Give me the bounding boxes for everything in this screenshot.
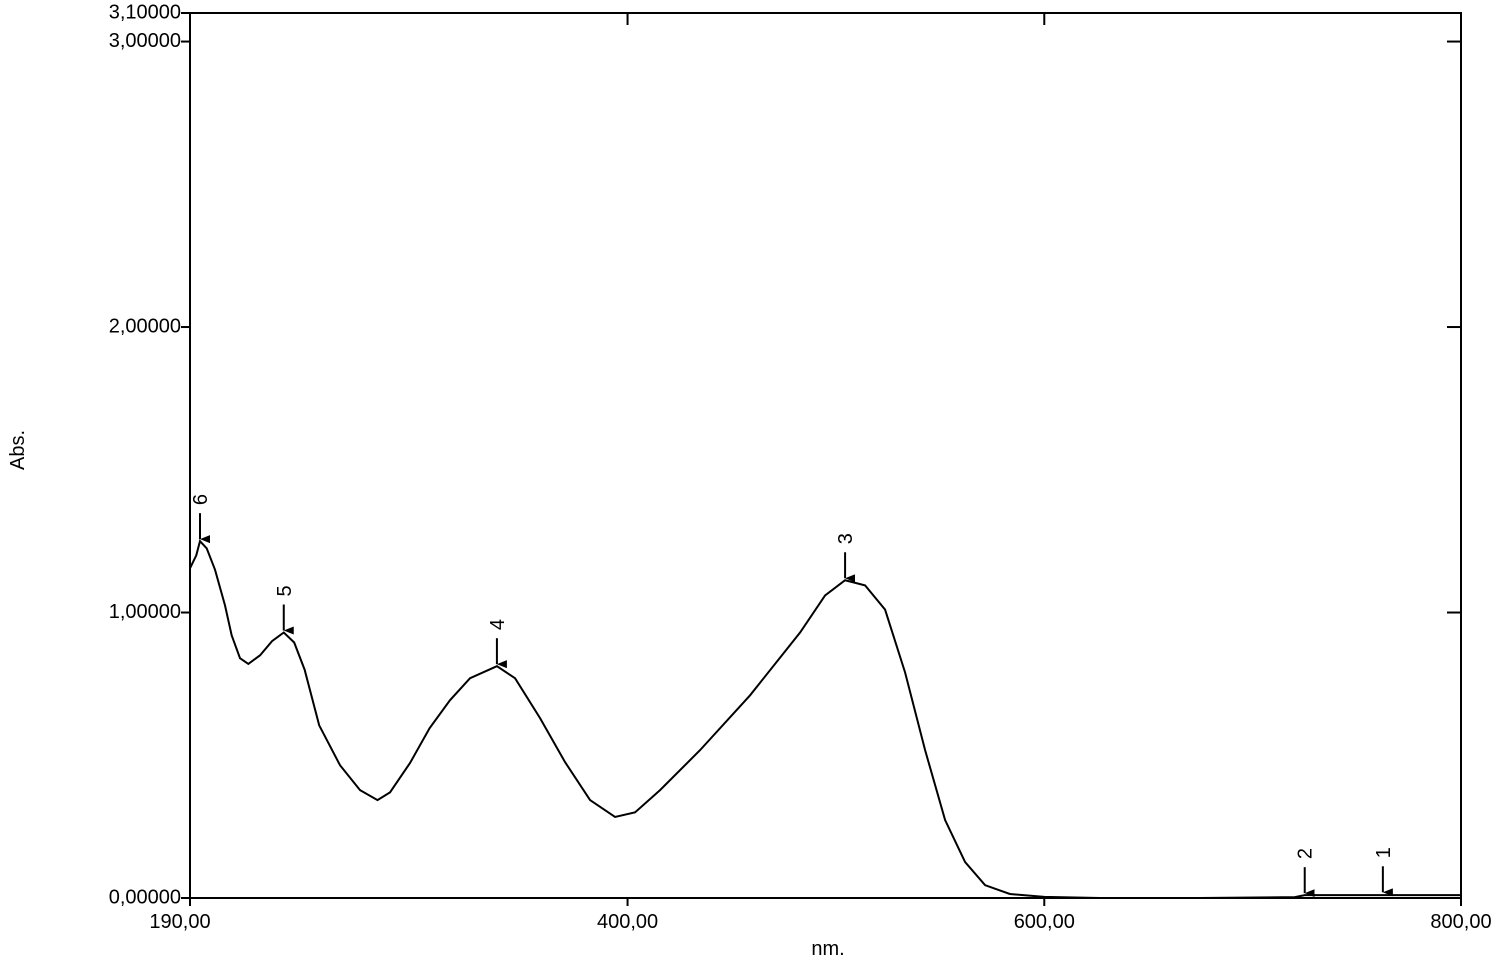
x-tick-label: 190,00: [149, 911, 210, 933]
y-tick-label: 0,00000: [109, 886, 181, 908]
peak-label: 5: [274, 585, 296, 596]
y-tick-label: 3,10000: [109, 1, 181, 23]
peak-label: 1: [1373, 847, 1395, 858]
peak-label: 2: [1295, 848, 1317, 859]
x-tick-label: 400,00: [597, 911, 658, 933]
y-tick-label: 2,00000: [109, 315, 181, 337]
y-axis-label: Abs.: [7, 430, 29, 470]
plot-frame: [189, 12, 1462, 899]
spectrum-line: [189, 539, 1461, 899]
y-tick-label: 3,00000: [109, 30, 181, 52]
peak-label: 3: [835, 533, 857, 544]
y-tick-label: 1,00000: [109, 601, 181, 623]
x-tick-label: 600,00: [1014, 911, 1075, 933]
peak-label: 4: [487, 619, 509, 630]
x-axis-label: nm.: [811, 938, 844, 960]
x-tick-label: 800,00: [1430, 911, 1491, 933]
peak-label: 6: [190, 494, 212, 505]
